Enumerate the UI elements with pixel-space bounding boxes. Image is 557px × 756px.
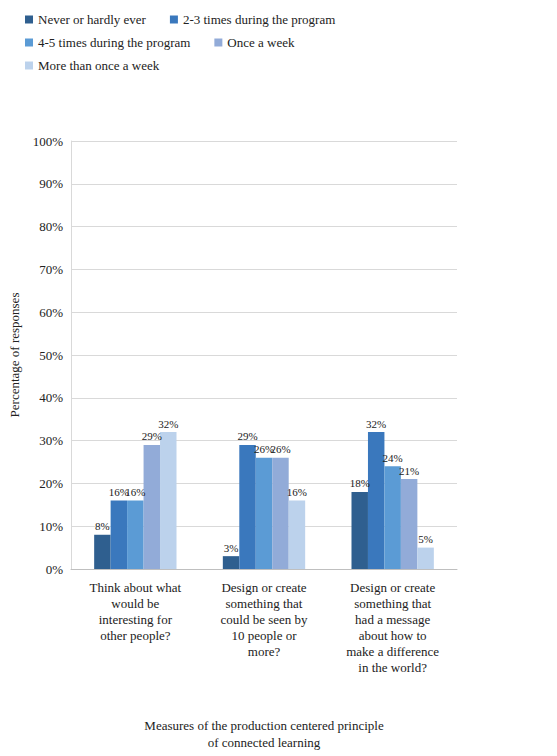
svg-text:30%: 30% [39,433,63,448]
svg-text:32%: 32% [158,418,178,430]
svg-text:90%: 90% [39,176,63,191]
svg-text:10%: 10% [39,519,63,534]
svg-text:20%: 20% [39,476,63,491]
svg-text:16%: 16% [108,486,129,498]
svg-text:24%: 24% [383,452,403,464]
svg-text:more?: more? [248,644,281,659]
svg-text:60%: 60% [39,305,63,320]
svg-text:26%: 26% [270,443,290,455]
svg-text:make a difference: make a difference [346,644,439,659]
svg-text:40%: 40% [39,390,63,405]
svg-text:could be seen by: could be seen by [220,612,308,627]
svg-text:5%: 5% [418,533,433,545]
svg-text:in the world?: in the world? [358,660,427,675]
svg-text:of connected learning: of connected learning [208,735,321,750]
svg-text:Once a week: Once a week [227,35,295,50]
svg-text:2-3 times during the program: 2-3 times during the program [183,12,335,27]
svg-text:32%: 32% [366,418,386,430]
svg-text:something that: something that [226,596,303,611]
svg-text:18%: 18% [350,477,370,489]
svg-text:3%: 3% [224,542,239,554]
svg-text:29%: 29% [142,430,162,442]
svg-text:8%: 8% [95,520,110,532]
svg-text:about how to: about how to [359,628,427,643]
svg-text:More than once a week: More than once a week [38,58,160,73]
svg-text:Design or create: Design or create [350,580,435,595]
svg-text:16%: 16% [287,486,307,498]
svg-text:Measures of the production cen: Measures of the production centered prin… [144,718,384,733]
svg-text:80%: 80% [39,219,63,234]
svg-text:had a message: had a message [355,612,430,627]
svg-text:Never or hardly ever: Never or hardly ever [38,12,147,27]
svg-text:Think about what: Think about what [89,580,181,595]
svg-text:interesting for: interesting for [99,612,173,627]
svg-text:100%: 100% [33,134,64,149]
svg-text:Design or create: Design or create [221,580,306,595]
svg-text:21%: 21% [399,465,419,477]
svg-text:0%: 0% [46,562,64,577]
svg-text:29%: 29% [237,430,257,442]
svg-text:Percentage of responses: Percentage of responses [7,293,22,418]
svg-text:something that: something that [354,596,431,611]
svg-text:16%: 16% [125,486,145,498]
svg-text:other people?: other people? [100,628,171,643]
svg-text:4-5 times during the program: 4-5 times during the program [38,35,190,50]
svg-text:26%: 26% [253,443,275,456]
svg-text:would be: would be [111,596,159,611]
svg-text:10 people or: 10 people or [232,628,298,643]
svg-text:50%: 50% [39,348,63,363]
svg-text:70%: 70% [39,262,63,277]
